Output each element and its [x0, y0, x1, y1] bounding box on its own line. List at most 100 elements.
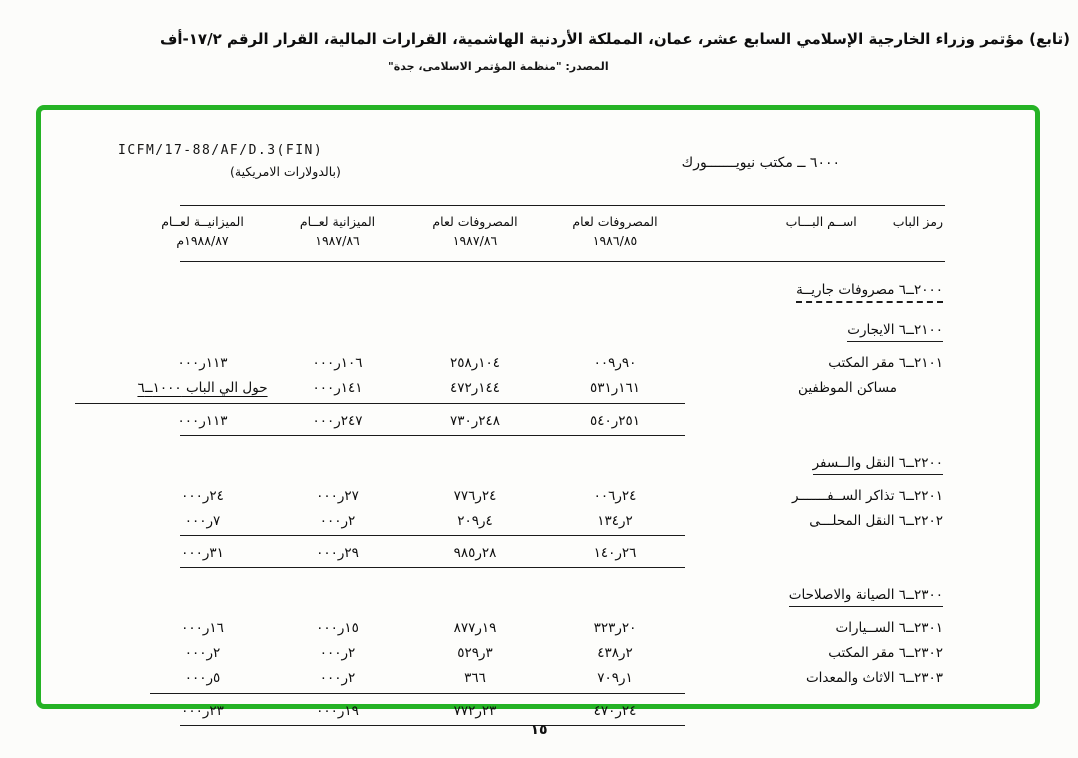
value-cell: ٢٦ر١٤٠ — [593, 545, 637, 561]
value-cell: ٢ر٠٠٠ — [319, 670, 356, 686]
table-rule — [75, 403, 685, 404]
transfer-note-cell: حول الي الباب ١٠٠٠ــ٦ — [137, 380, 268, 396]
row-label: ٢٣٠٠ــ٦ الصيانة والاصلاحات — [545, 587, 945, 607]
table-row: ٢٣٠٢ــ٦ مقر المكتب ٢ر٤٣٨ ٣ر٥٢٩ ٢ر٠٠٠ ٢ر٠٠٠ — [75, 639, 945, 661]
column-header-budget-86-87: الميزانية لعــام ١٩٨٧/٨٦ — [270, 212, 405, 250]
value-cell: ٢٩ر٠٠٠ — [316, 545, 359, 561]
row-label — [685, 428, 945, 429]
column-header-line: الميزانية لعــام — [299, 214, 376, 229]
table-row: ٢٢٠٠ــ٦ النقل والــسفر — [75, 450, 945, 475]
column-header-year: ١٩٨٨/٨٧م — [176, 233, 229, 248]
value-cell: ١١٣ر٠٠٠ — [177, 355, 228, 371]
value-cell: ٣٦٦ — [464, 670, 486, 686]
table-header-label-cell: رمز الباب اســم البـــاب — [685, 212, 945, 229]
value-cell: ١١٣ر٠٠٠ — [177, 413, 228, 429]
value-cell: ٢ر٠٠٠ — [184, 645, 221, 661]
column-header-year: ١٩٨٦/٨٥ — [592, 233, 638, 248]
table-row: ٢٢٠١ــ٦ تذاكر الســفـــــــر ٢٤ر٠٠٦ ٢٤ر٧٧٦… — [75, 482, 945, 504]
value-cell: ١٥ر٠٠٠ — [316, 620, 359, 636]
table-row: ٢٢٠٢ــ٦ النقل المحلـــى ٢ر١٣٤ ٤ر٢٠٩ ٢ر٠٠٠ ٧ر… — [75, 507, 945, 529]
value-cell: ٢٧ر٠٠٠ — [316, 488, 359, 504]
value-cell: ١٩ر٠٠٠ — [316, 703, 359, 719]
document-reference: ICFM/17-88/AF/D.3(FIN) — [118, 143, 324, 158]
table-row: ٢٣٠١ــ٦ الســيارات ٢٠ر٣٢٣ ١٩ر٨٧٧ ١٥ر٠٠٠ ١٦ر٠… — [75, 614, 945, 636]
column-header-year: ١٩٨٧/٨٦ — [452, 233, 498, 248]
row-label — [685, 718, 945, 719]
table-rule — [180, 535, 685, 536]
value-cell: ١٦١ر٥٣١ — [589, 380, 641, 396]
name-column-header: اســم البـــاب — [785, 214, 857, 229]
budget-table: رمز الباب اســم البـــاب المصروفات لعام … — [75, 205, 945, 729]
value-cell: ٢٤٨ر٧٣٠ — [449, 413, 501, 429]
table-rule-top — [180, 205, 945, 206]
table-row: مساكن الموظفين ١٦١ر٥٣١ ١٤٤ر٤٧٢ ١٤١ر٠٠٠ حول ا… — [75, 374, 945, 396]
value-cell: ٤ر٢٠٩ — [457, 513, 493, 529]
value-cell: ٢ر١٣٤ — [597, 513, 633, 529]
value-cell: ٢٥١ر٥٤٠ — [589, 413, 641, 429]
table-row: ٢٠٠٠ــ٦ مصروفات جاريــة — [75, 278, 945, 303]
row-label: ٢١٠١ــ٦ مقر المكتب — [828, 355, 943, 371]
row-label: مساكن الموظفين — [798, 380, 897, 396]
value-cell: ١٦ر٠٠٠ — [181, 620, 224, 636]
row-label: ٢٢٠١ــ٦ تذاكر الســفـــــــر — [791, 488, 943, 504]
value-cell: ٢٤ر٤٧٠ — [593, 703, 637, 719]
page-header-source: المصدر: "منظمة المؤتمر الاسلامى، جدة" — [388, 60, 609, 73]
value-cell: ٢ر٠٠٠ — [319, 645, 356, 661]
value-cell: ٩٠ر٠٠٩ — [593, 355, 637, 371]
value-cell: ١٠٦ر٠٠٠ — [312, 355, 363, 371]
table-rule — [180, 567, 685, 568]
value-cell: ٢٤ر٧٧٦ — [453, 488, 497, 504]
value-cell: ١٩ر٨٧٧ — [453, 620, 497, 636]
office-title: ٦٠٠٠ ــ مكتب نيويـــــــورك — [681, 155, 840, 171]
value-cell: ١٤٤ر٤٧٢ — [449, 380, 501, 396]
value-cell: ٢٠ر٣٢٣ — [593, 620, 637, 636]
page-number: ١٥ — [530, 722, 548, 738]
value-cell: ١ر٧٠٩ — [597, 670, 633, 686]
row-label: ٢١٠٠ــ٦ الايجارت — [545, 322, 945, 342]
row-label: ٢٣٠٢ــ٦ مقر المكتب — [828, 645, 943, 661]
value-cell: ٢ر٤٣٨ — [597, 645, 633, 661]
value-cell: ١٠٤ر٢٥٨ — [449, 355, 501, 371]
currency-note: (بالدولارات الامريكية) — [230, 164, 341, 179]
value-cell: ٧ر٠٠٠ — [184, 513, 221, 529]
row-label — [685, 560, 945, 561]
column-header-line: المصروفات لعام — [432, 214, 518, 229]
row-label: ٢٢٠٢ــ٦ النقل المحلـــى — [809, 513, 943, 529]
table-total-row: ٢٤ر٤٧٠ ٢٣ر٧٧٢ ١٩ر٠٠٠ ٢٣ر٠٠٠ — [75, 697, 945, 719]
table-total-row: ٢٥١ر٥٤٠ ٢٤٨ر٧٣٠ ٢٤٧ر٠٠٠ ١١٣ر٠٠٠ — [75, 407, 945, 429]
column-header-expenses-86-87: المصروفات لعام ١٩٨٧/٨٦ — [405, 212, 545, 250]
page-header-title: (تابع) مؤتمر وزراء الخارجية الإسلامي الس… — [159, 30, 1070, 48]
table-row: ٢١٠٠ــ٦ الايجارت — [75, 317, 945, 342]
value-cell: ١٤١ر٠٠٠ — [312, 380, 363, 396]
value-cell: ٢٨ر٩٨٥ — [453, 545, 497, 561]
column-header-line: الميزانيــة لعــام — [161, 214, 244, 229]
row-label: ٢٠٠٠ــ٦ مصروفات جاريــة — [545, 282, 945, 303]
table-row: ٢٣٠٠ــ٦ الصيانة والاصلاحات — [75, 582, 945, 607]
table-rule — [180, 725, 685, 726]
value-cell: ٢٣ر٧٧٢ — [453, 703, 497, 719]
value-cell: ٢ر٠٠٠ — [319, 513, 356, 529]
value-cell: ٢٣ر٠٠٠ — [181, 703, 224, 719]
header-spacer — [75, 212, 135, 213]
value-cell: ٣ر٥٢٩ — [457, 645, 493, 661]
value-cell: ٣١ر٠٠٠ — [181, 545, 224, 561]
column-header-budget-87-88: الميزانيــة لعــام ١٩٨٨/٨٧م — [135, 212, 270, 250]
column-header-year: ١٩٨٧/٨٦ — [315, 233, 360, 248]
code-column-header: رمز الباب — [892, 214, 943, 229]
table-rule-under-header — [180, 261, 945, 262]
table-row: ٢١٠١ــ٦ مقر المكتب ٩٠ر٠٠٩ ١٠٤ر٢٥٨ ١٠٦ر٠٠٠ ١١… — [75, 349, 945, 371]
row-label: ٢٢٠٠ــ٦ النقل والــسفر — [545, 455, 945, 475]
column-header-line: المصروفات لعام — [572, 214, 658, 229]
row-label: ٢٣٠٣ــ٦ الاثاث والمعدات — [805, 670, 943, 686]
value-cell: ٥ر٠٠٠ — [184, 670, 221, 686]
table-header-row: رمز الباب اســم البـــاب المصروفات لعام … — [75, 212, 945, 256]
table-row: ٢٣٠٣ــ٦ الاثاث والمعدات ١ر٧٠٩ ٣٦٦ ٢ر٠٠٠ ٥ر٠٠… — [75, 664, 945, 686]
value-cell: ٢٤٧ر٠٠٠ — [312, 413, 363, 429]
row-label: ٢٣٠١ــ٦ الســيارات — [835, 620, 943, 636]
column-header-expenses-85-86: المصروفات لعام ١٩٨٦/٨٥ — [545, 212, 685, 250]
value-cell: ٢٤ر٠٠٦ — [593, 488, 637, 504]
table-rule — [180, 435, 685, 436]
table-rule — [150, 693, 685, 694]
value-cell: ٢٤ر٠٠٠ — [181, 488, 224, 504]
table-total-row: ٢٦ر١٤٠ ٢٨ر٩٨٥ ٢٩ر٠٠٠ ٣١ر٠٠٠ — [75, 539, 945, 561]
